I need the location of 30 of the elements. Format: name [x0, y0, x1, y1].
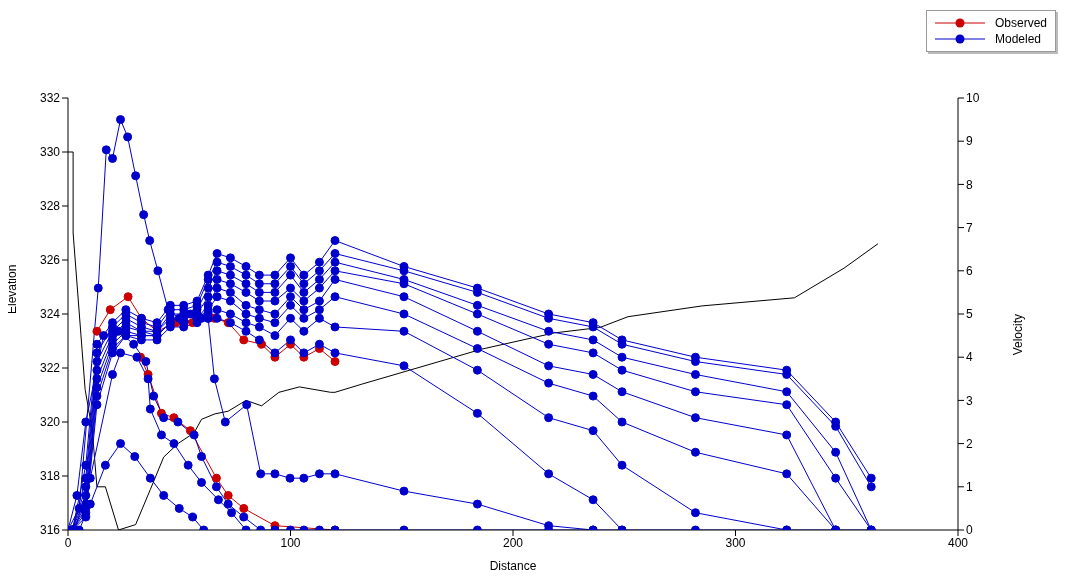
- y2-tick-label: 5: [966, 307, 973, 322]
- x-tick-label: 200: [502, 535, 524, 550]
- y2-tick-label: 1: [966, 480, 973, 495]
- x-tick-label: 0: [64, 535, 72, 550]
- y2-tick-label: 10: [966, 91, 980, 106]
- y2-tick-label: 2: [966, 436, 973, 451]
- y2-axis-title: Velocity: [1011, 314, 1026, 356]
- y-tick-label: 332: [39, 91, 61, 106]
- x-tick-label: 400: [947, 535, 969, 550]
- y-axis-title: Elevation: [5, 264, 20, 314]
- y2-tick-label: 4: [966, 350, 973, 365]
- x-axis-title: Distance: [489, 559, 537, 573]
- y-tick-label: 324: [39, 307, 61, 322]
- y-tick-label: 322: [39, 361, 61, 376]
- legend-label: Modeled: [994, 32, 1041, 46]
- legend-label: Observed: [994, 16, 1047, 30]
- y2-tick-label: 8: [966, 177, 973, 192]
- y-tick-label: 320: [39, 415, 61, 430]
- y2-tick-label: 9: [966, 134, 973, 149]
- y-tick-label: 318: [39, 469, 61, 484]
- y-tick-label: 326: [39, 253, 61, 268]
- y-tick-label: 328: [39, 199, 61, 214]
- y2-tick-label: 0: [966, 523, 973, 538]
- y2-tick-label: 3: [966, 393, 973, 408]
- y2-tick-label: 7: [966, 220, 973, 235]
- y-tick-label: 316: [39, 523, 61, 538]
- y-tick-label: 330: [39, 145, 61, 160]
- y2-tick-label: 6: [966, 264, 973, 279]
- x-tick-label: 300: [725, 535, 746, 550]
- x-tick-label: 100: [280, 535, 301, 550]
